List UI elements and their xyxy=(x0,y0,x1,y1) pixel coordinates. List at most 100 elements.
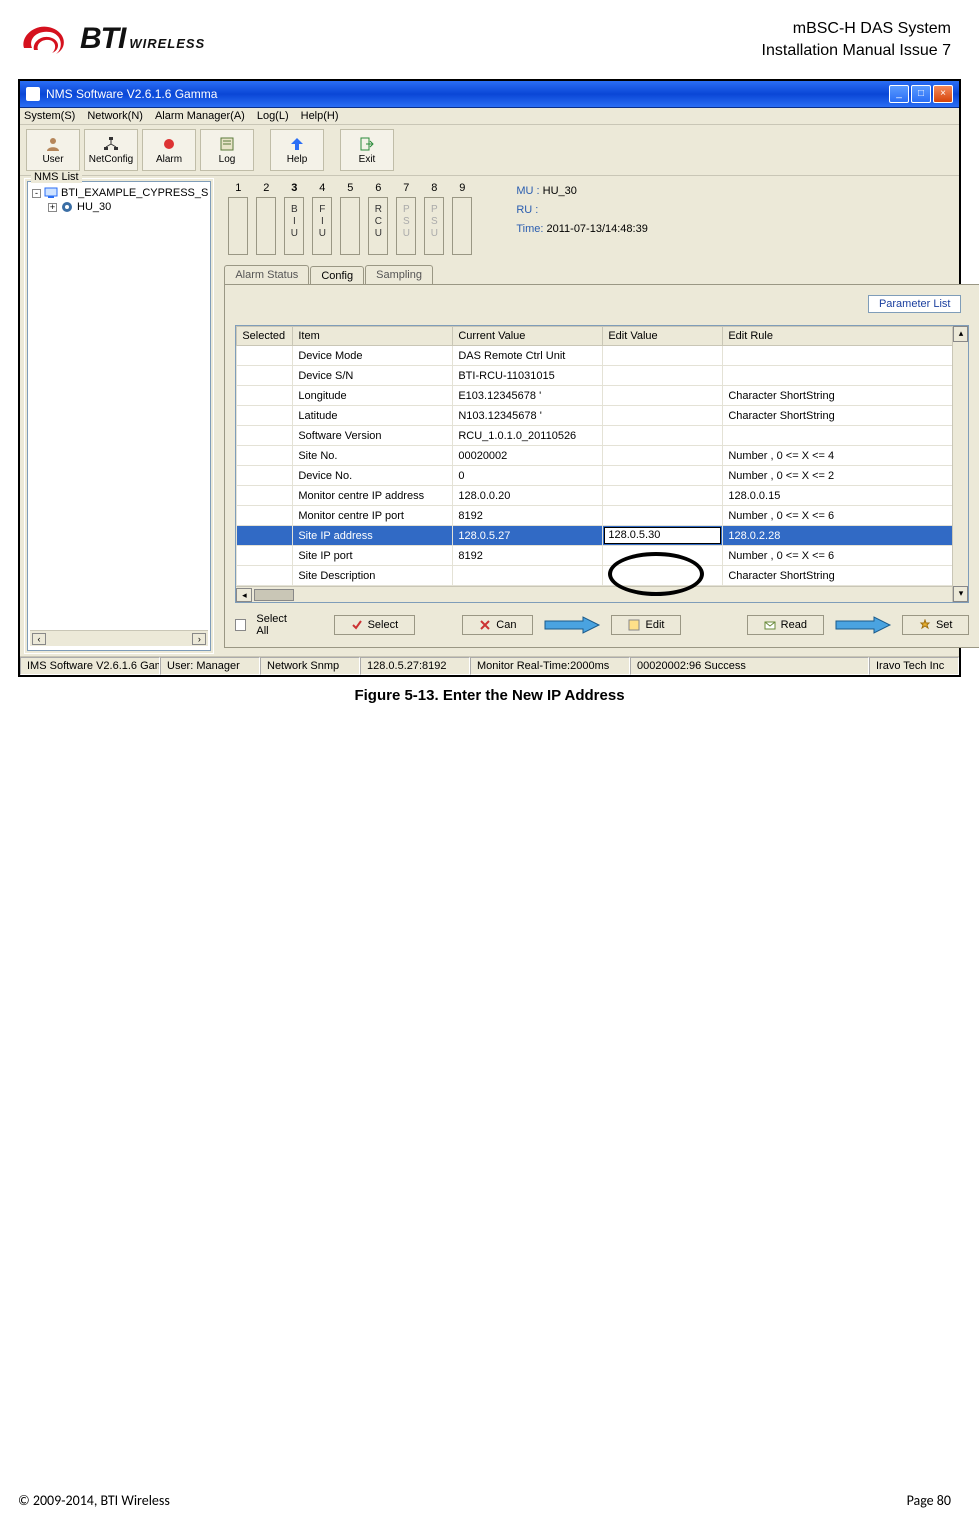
table-cell[interactable]: Site IP port xyxy=(293,546,453,566)
table-cell[interactable] xyxy=(237,366,293,386)
table-cell[interactable]: 128.0.5.30 xyxy=(603,526,723,546)
slot-8[interactable]: 8P S U xyxy=(420,182,448,255)
cancel-button[interactable]: Can xyxy=(462,615,533,635)
tab-sampling[interactable]: Sampling xyxy=(365,265,433,284)
edit-value-input[interactable]: 128.0.5.30 xyxy=(604,527,721,544)
table-cell[interactable] xyxy=(603,466,723,486)
table-cell[interactable] xyxy=(603,566,723,586)
slot-button[interactable]: F I U xyxy=(312,197,332,255)
table-row[interactable]: Device No.0Number , 0 <= X <= 2 xyxy=(237,466,968,486)
column-header[interactable]: Selected xyxy=(237,327,293,346)
scroll-thumb[interactable] xyxy=(254,589,294,601)
slot-button[interactable]: P S U xyxy=(424,197,444,255)
slot-button[interactable] xyxy=(228,197,248,255)
table-cell[interactable]: Site No. xyxy=(293,446,453,466)
table-cell[interactable] xyxy=(237,346,293,366)
toolbar-exit[interactable]: Exit xyxy=(340,129,394,171)
column-header[interactable]: Edit Value xyxy=(603,327,723,346)
table-cell[interactable] xyxy=(237,446,293,466)
table-cell[interactable] xyxy=(237,466,293,486)
toolbar-log[interactable]: Log xyxy=(200,129,254,171)
table-row[interactable]: LatitudeN103.12345678 ' Character ShortSt… xyxy=(237,406,968,426)
table-row[interactable]: Device ModeDAS Remote Ctrl Unit xyxy=(237,346,968,366)
column-header[interactable]: Current Value xyxy=(453,327,603,346)
table-cell[interactable]: Number , 0 <= X <= 4 xyxy=(723,446,968,466)
table-cell[interactable]: BTI-RCU-11031015 xyxy=(453,366,603,386)
table-cell[interactable]: 128.0.5.27 xyxy=(453,526,603,546)
table-cell[interactable] xyxy=(723,346,968,366)
scroll-down-icon[interactable]: ▾ xyxy=(953,586,968,602)
table-cell[interactable]: N103.12345678 ' xyxy=(453,406,603,426)
table-cell[interactable]: DAS Remote Ctrl Unit xyxy=(453,346,603,366)
table-row[interactable]: Site No.00020002 Number , 0 <= X <= 4 xyxy=(237,446,968,466)
table-cell[interactable]: Longitude xyxy=(293,386,453,406)
edit-button[interactable]: Edit xyxy=(611,615,681,635)
set-button[interactable]: Set xyxy=(902,615,970,635)
table-row[interactable]: Site IP address128.0.5.27128.0.5.30128.0… xyxy=(237,526,968,546)
table-cell[interactable] xyxy=(603,366,723,386)
slot-9[interactable]: 9 xyxy=(448,182,476,255)
table-cell[interactable]: Character ShortString xyxy=(723,386,968,406)
scroll-up-icon[interactable]: ▴ xyxy=(953,326,968,342)
table-cell[interactable] xyxy=(603,546,723,566)
table-cell[interactable]: Number , 0 <= X <= 6 xyxy=(723,506,968,526)
table-row[interactable]: Monitor centre IP port8192Number , 0 <= … xyxy=(237,506,968,526)
scroll-right-icon[interactable]: › xyxy=(192,633,206,645)
table-cell[interactable] xyxy=(237,426,293,446)
menu-log[interactable]: Log(L) xyxy=(257,110,289,122)
grid-vscroll[interactable]: ▴ ▾ xyxy=(952,326,968,602)
tree-child[interactable]: + HU_30 xyxy=(30,200,208,214)
select-button[interactable]: Select xyxy=(334,615,416,635)
toolbar-netconfig[interactable]: NetConfig xyxy=(84,129,138,171)
table-cell[interactable]: Site Description xyxy=(293,566,453,586)
table-cell[interactable]: Latitude xyxy=(293,406,453,426)
parameter-list-button[interactable]: Parameter List xyxy=(868,295,962,313)
table-cell[interactable] xyxy=(603,426,723,446)
tab-alarm-status[interactable]: Alarm Status xyxy=(224,265,309,284)
slot-5[interactable]: 5 xyxy=(336,182,364,255)
read-button[interactable]: Read xyxy=(747,615,824,635)
menubar[interactable]: System(S) Network(N) Alarm Manager(A) Lo… xyxy=(20,108,959,125)
table-cell[interactable]: 00020002 xyxy=(453,446,603,466)
table-row[interactable]: Monitor centre IP address128.0.0.20128.0… xyxy=(237,486,968,506)
table-cell[interactable]: Software Version xyxy=(293,426,453,446)
slot-3[interactable]: 3B I U xyxy=(280,182,308,255)
table-cell[interactable]: 8192 xyxy=(453,546,603,566)
table-cell[interactable]: Device Mode xyxy=(293,346,453,366)
table-cell[interactable] xyxy=(237,526,293,546)
menu-alarm-manager[interactable]: Alarm Manager(A) xyxy=(155,110,245,122)
table-cell[interactable] xyxy=(723,426,968,446)
table-cell[interactable]: 128.0.2.28 xyxy=(723,526,968,546)
menu-help[interactable]: Help(H) xyxy=(301,110,339,122)
table-cell[interactable] xyxy=(237,566,293,586)
menu-network[interactable]: Network(N) xyxy=(87,110,143,122)
select-all-checkbox[interactable] xyxy=(235,619,246,631)
slot-4[interactable]: 4F I U xyxy=(308,182,336,255)
table-row[interactable]: Site IP port8192Number , 0 <= X <= 6 xyxy=(237,546,968,566)
config-grid[interactable]: SelectedItemCurrent ValueEdit ValueEdit … xyxy=(235,325,969,603)
table-cell[interactable] xyxy=(723,366,968,386)
titlebar[interactable]: NMS Software V2.6.1.6 Gamma _ □ × xyxy=(20,81,959,108)
table-cell[interactable]: RCU_1.0.1.0_20110526 xyxy=(453,426,603,446)
table-cell[interactable] xyxy=(603,446,723,466)
table-cell[interactable] xyxy=(237,386,293,406)
tree-root[interactable]: - BTI_EXAMPLE_CYPRESS_S xyxy=(30,186,208,200)
table-row[interactable]: Device S/NBTI-RCU-11031015 xyxy=(237,366,968,386)
slot-button[interactable]: B I U xyxy=(284,197,304,255)
table-cell[interactable]: Character ShortString xyxy=(723,406,968,426)
table-cell[interactable]: 128.0.0.15 xyxy=(723,486,968,506)
table-cell[interactable]: Character ShortString xyxy=(723,566,968,586)
table-cell[interactable]: Device No. xyxy=(293,466,453,486)
scroll-left-icon[interactable]: ‹ xyxy=(32,633,46,645)
table-cell[interactable] xyxy=(603,506,723,526)
slot-button[interactable] xyxy=(452,197,472,255)
menu-system[interactable]: System(S) xyxy=(24,110,75,122)
table-cell[interactable] xyxy=(237,406,293,426)
table-cell[interactable]: Device S/N xyxy=(293,366,453,386)
table-cell[interactable] xyxy=(237,486,293,506)
table-cell[interactable]: 8192 xyxy=(453,506,603,526)
close-button[interactable]: × xyxy=(933,85,953,103)
table-cell[interactable] xyxy=(237,506,293,526)
table-cell[interactable]: 128.0.0.20 xyxy=(453,486,603,506)
tab-config[interactable]: Config xyxy=(310,266,364,285)
